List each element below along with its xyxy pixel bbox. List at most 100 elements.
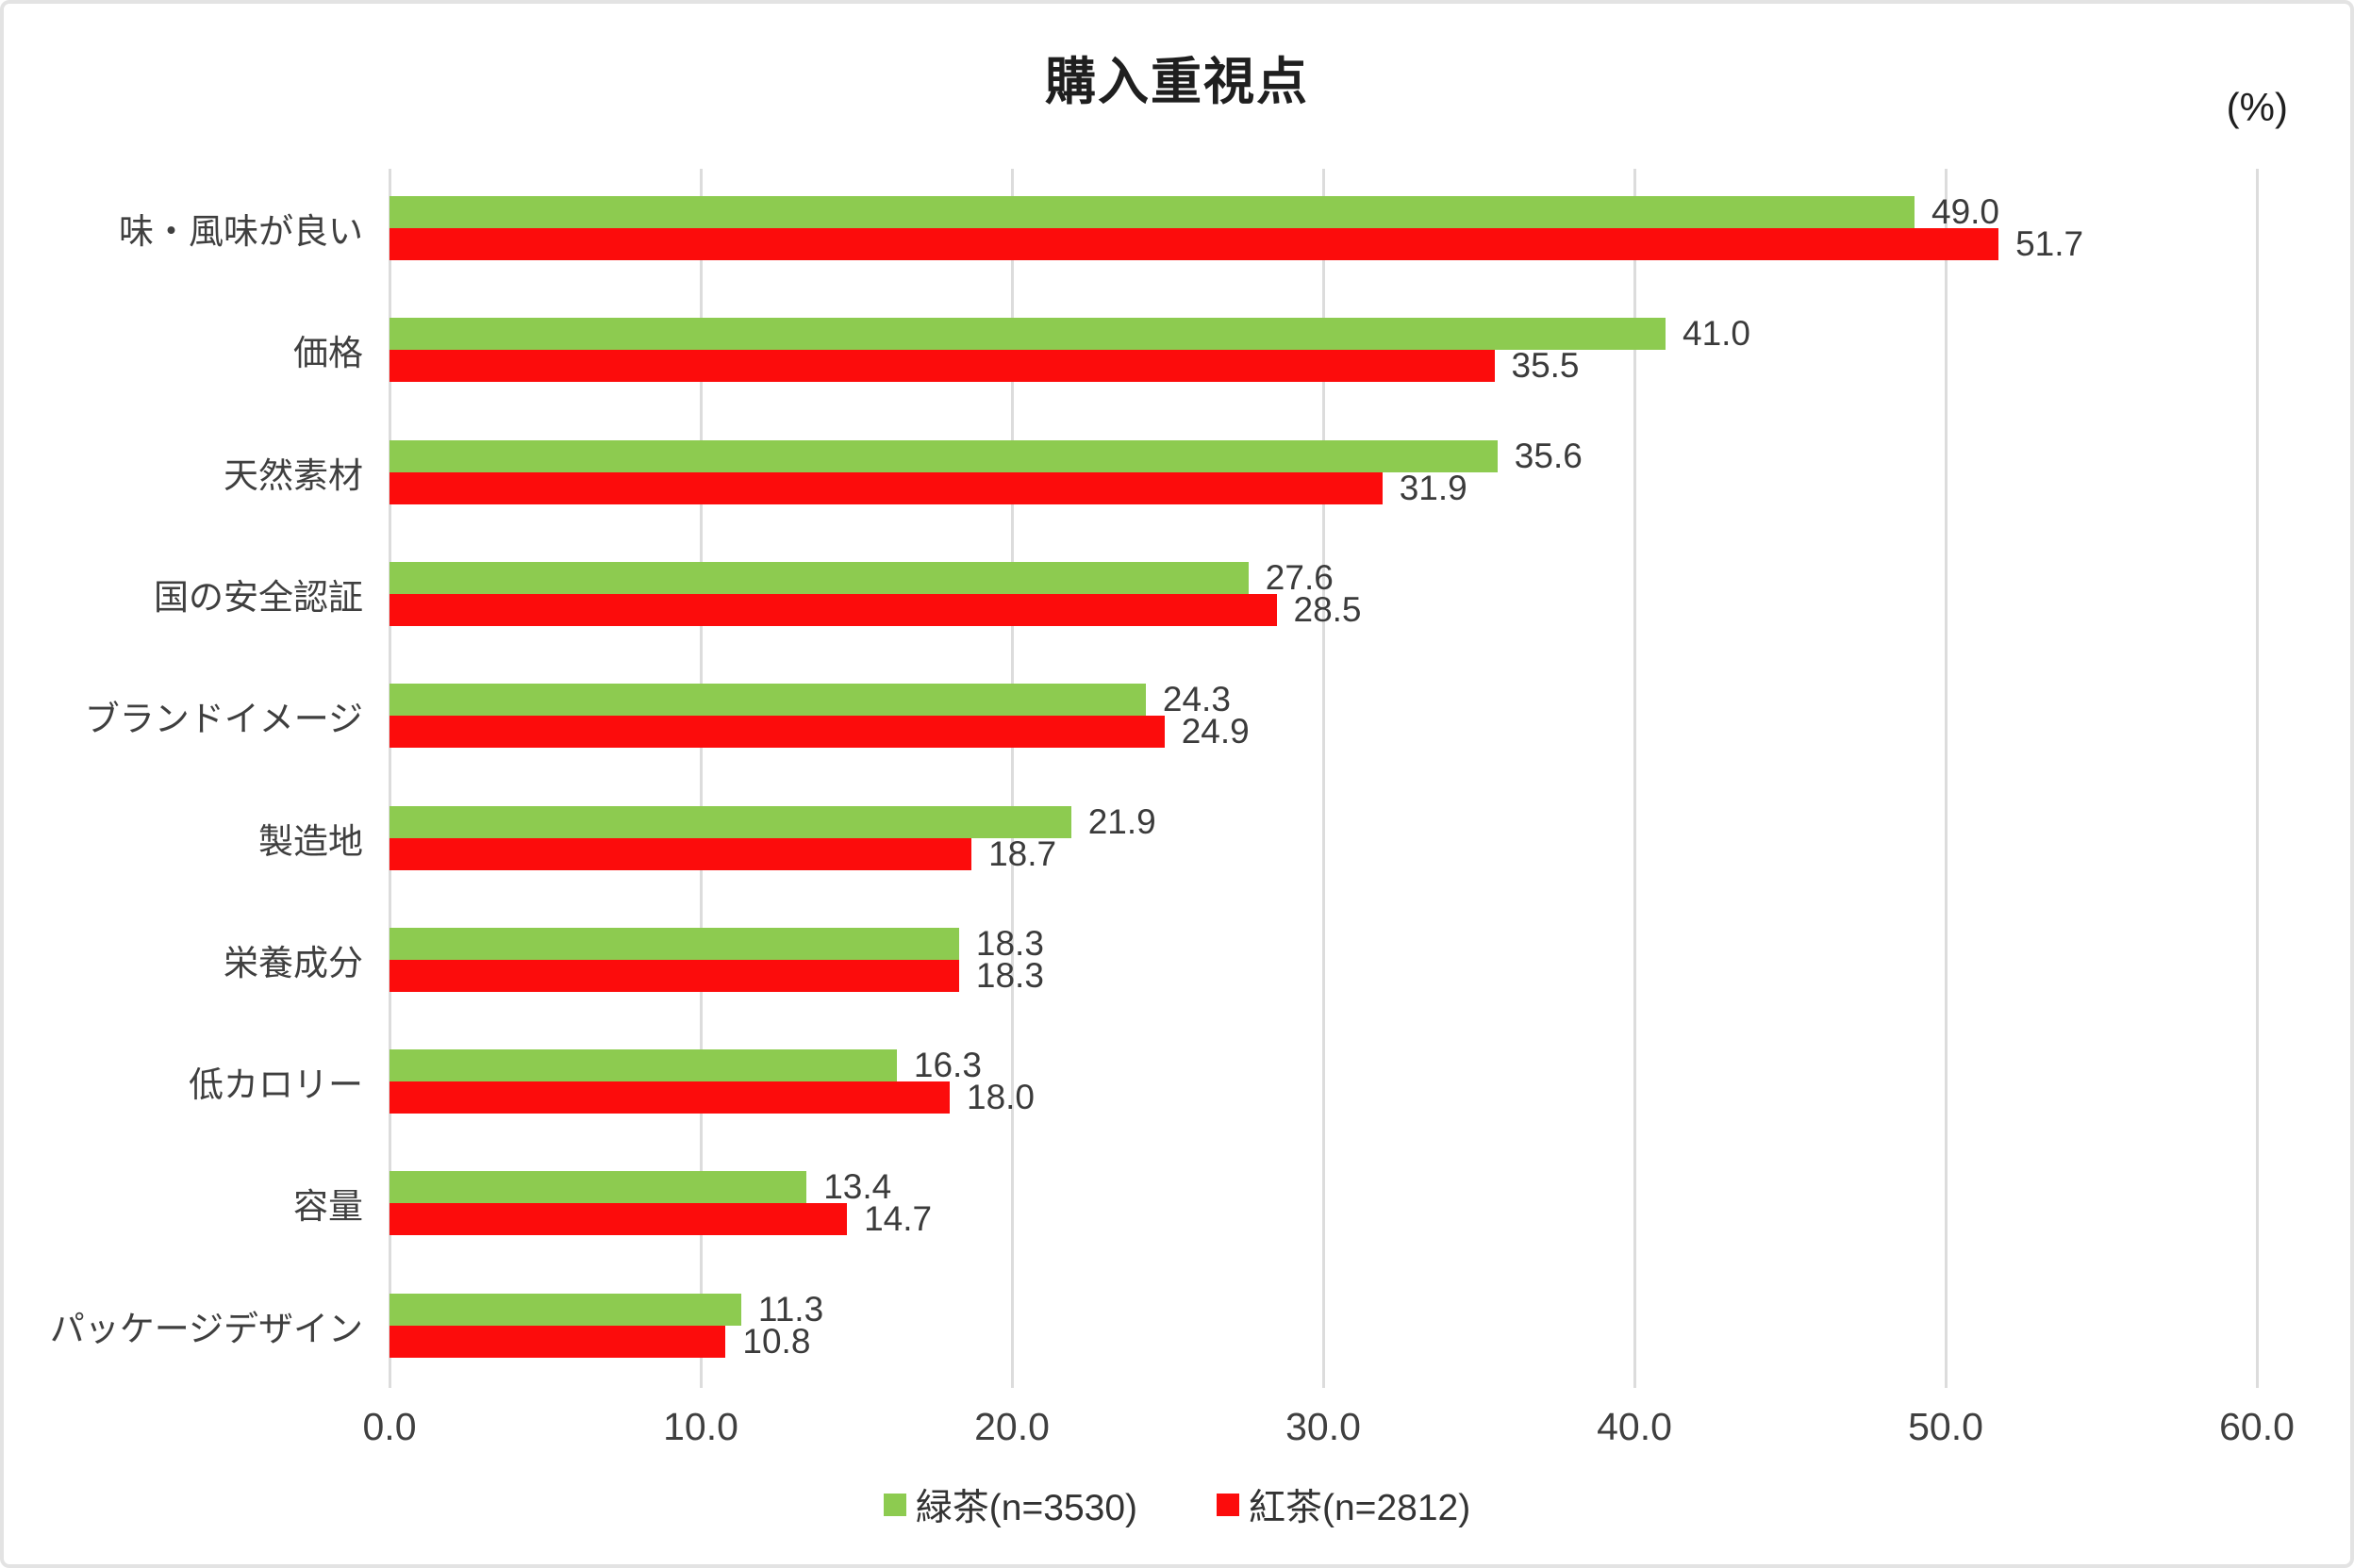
- legend-swatch: [883, 1494, 906, 1516]
- legend-label: 紅茶(n=2812): [1249, 1488, 1471, 1528]
- bar-fill: [390, 593, 1277, 626]
- gridline: [1321, 169, 1325, 1388]
- black-tea-bar: 24.9: [390, 712, 1250, 751]
- gridline: [1944, 169, 1948, 1388]
- bar-row: 27.6 28.5: [390, 535, 2257, 656]
- bar-fill: [390, 837, 972, 870]
- bar-row: 24.3 24.9: [390, 656, 2257, 778]
- x-tick-label: 10.0: [663, 1405, 738, 1448]
- black-tea-bar: 18.7: [390, 834, 1056, 873]
- legend-swatch: [1217, 1494, 1239, 1516]
- x-tick-label: 50.0: [1908, 1405, 1983, 1448]
- legend-label: 緑茶(n=3530): [915, 1488, 1137, 1528]
- gridline: [1010, 169, 1014, 1388]
- bar-fill: [390, 471, 1383, 504]
- black-tea-bar: 51.7: [390, 224, 2083, 263]
- black-tea-bar: 18.3: [390, 956, 1044, 995]
- green-tea-bar: 18.3: [390, 924, 1044, 963]
- category-label: パッケージデザイン: [49, 1309, 363, 1348]
- value-label: 13.4: [823, 1167, 892, 1207]
- category-label: 低カロリー: [189, 1065, 363, 1105]
- value-label: 21.9: [1087, 801, 1156, 841]
- bar-fill: [390, 1171, 807, 1204]
- legend-item-green-tea: 緑茶(n=3530): [883, 1478, 1137, 1531]
- value-label: 41.0: [1683, 314, 1751, 354]
- category-label: ブランドイメージ: [84, 700, 363, 739]
- bar-fill: [390, 350, 1495, 383]
- bar-fill: [390, 196, 1915, 228]
- green-tea-bar: 41.0: [390, 314, 1750, 353]
- x-tick-label: 40.0: [1597, 1405, 1672, 1448]
- bar-fill: [390, 716, 1165, 749]
- gridline: [1633, 169, 1636, 1388]
- bar-row: 41.0 35.5: [390, 290, 2257, 412]
- category-label: 天然素材: [224, 455, 363, 495]
- x-tick-label: 30.0: [1285, 1405, 1361, 1448]
- bar-row: 11.3 10.8: [390, 1266, 2257, 1388]
- bar-fill: [390, 959, 959, 992]
- value-label: 24.3: [1162, 680, 1231, 719]
- value-label: 18.7: [988, 834, 1057, 873]
- green-tea-bar: 21.9: [390, 802, 1156, 841]
- value-label: 35.6: [1514, 436, 1583, 475]
- bar-fill: [390, 684, 1146, 717]
- category-label: 価格: [293, 334, 363, 373]
- bar-row: 21.9 18.7: [390, 779, 2257, 900]
- x-tick-label: 0.0: [362, 1405, 417, 1448]
- value-label: 31.9: [1399, 468, 1467, 507]
- bar-fill: [390, 439, 1498, 472]
- bar-fill: [390, 1203, 848, 1236]
- green-tea-bar: 27.6: [390, 558, 1334, 597]
- gridline: [388, 169, 391, 1388]
- bar-row: 49.0 51.7: [390, 169, 2257, 290]
- value-label: 28.5: [1293, 589, 1362, 629]
- legend: 緑茶(n=3530) 紅茶(n=2812): [4, 1478, 2350, 1531]
- green-tea-bar: 35.6: [390, 437, 1583, 475]
- value-label: 16.3: [913, 1046, 982, 1085]
- green-tea-bar: 11.3: [390, 1290, 823, 1329]
- x-axis: 0.0 10.0 20.0 30.0 40.0 50.0 60.0: [4, 1405, 2350, 1461]
- value-label: 24.9: [1181, 712, 1250, 751]
- green-tea-bar: 49.0: [390, 192, 1999, 231]
- bar-fill: [390, 805, 1071, 838]
- green-tea-bar: 16.3: [390, 1046, 982, 1084]
- category-axis: 味・風味が良い 価格 天然素材 国の安全認証 ブランドイメージ 製造地 栄養成分 低カロリー容…: [4, 169, 376, 1388]
- value-label: 35.5: [1511, 346, 1580, 386]
- black-tea-bar: 35.5: [390, 346, 1580, 385]
- bar-row: 16.3 18.0: [390, 1022, 2257, 1144]
- x-tick-label: 60.0: [2219, 1405, 2295, 1448]
- value-label: 14.7: [864, 1199, 933, 1239]
- category-label: 容量: [293, 1187, 363, 1227]
- bar-fill: [390, 1293, 741, 1326]
- black-tea-bar: 10.8: [390, 1322, 810, 1361]
- black-tea-bar: 18.0: [390, 1078, 1035, 1116]
- category-label: 味・風味が良い: [119, 212, 363, 251]
- bar-fill: [390, 1325, 726, 1358]
- bar-row: 13.4 14.7: [390, 1144, 2257, 1265]
- gridline: [699, 169, 703, 1388]
- black-tea-bar: 31.9: [390, 469, 1467, 507]
- black-tea-bar: 28.5: [390, 590, 1362, 629]
- value-label: 18.0: [967, 1078, 1036, 1117]
- legend-item-black-tea: 紅茶(n=2812): [1217, 1478, 1470, 1531]
- value-label: 27.6: [1265, 557, 1334, 597]
- value-label: 10.8: [742, 1321, 811, 1361]
- green-tea-bar: 24.3: [390, 680, 1231, 718]
- unit-label: (%): [2226, 85, 2288, 129]
- x-tick-label: 20.0: [974, 1405, 1050, 1448]
- bar-fill: [390, 561, 1249, 594]
- gridline: [2255, 169, 2259, 1388]
- bar-fill: [390, 228, 1999, 260]
- bar-fill: [390, 927, 959, 960]
- green-tea-bar: 13.4: [390, 1167, 891, 1206]
- category-label: 栄養成分: [224, 943, 363, 982]
- value-label: 49.0: [1931, 192, 2000, 231]
- bar-row: 35.6 31.9: [390, 413, 2257, 535]
- bar-fill: [390, 1049, 897, 1082]
- chart-title: 購入重視点: [1045, 54, 1309, 110]
- value-label: 51.7: [2015, 224, 2084, 263]
- black-tea-bar: 14.7: [390, 1199, 932, 1238]
- bar-row: 18.3 18.3: [390, 900, 2257, 1022]
- value-label: 18.3: [975, 955, 1044, 995]
